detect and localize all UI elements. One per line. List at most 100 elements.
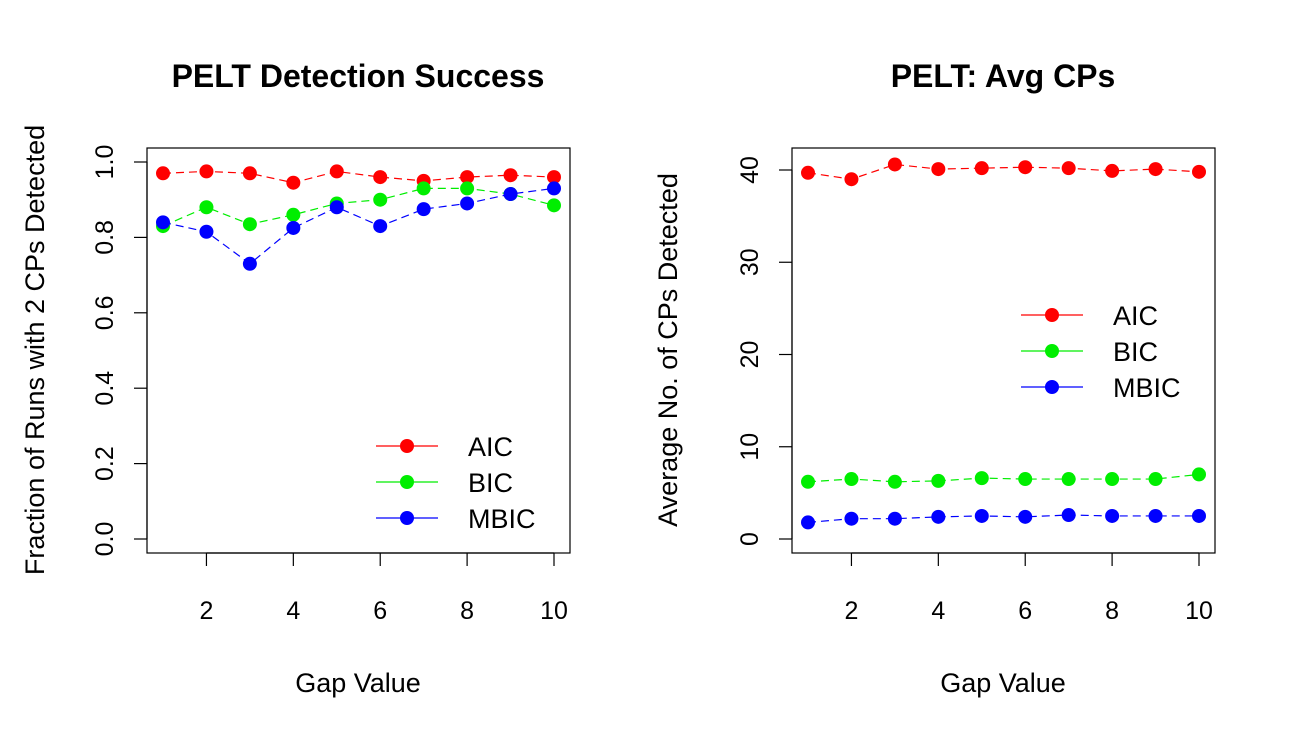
right-legend-aic-label: AIC xyxy=(1113,301,1158,331)
right-legend-aic-marker xyxy=(1045,308,1059,322)
left-bic-point xyxy=(373,192,388,207)
right-aic-point xyxy=(1018,160,1033,175)
left-aic-series-line xyxy=(162,170,555,184)
right-aic-point xyxy=(974,161,989,176)
right-x-tick-label: 2 xyxy=(844,597,858,625)
left-mbic-point xyxy=(242,256,257,271)
right-aic-point xyxy=(801,165,815,180)
right-mbic-point xyxy=(1192,508,1206,523)
right-aic-point xyxy=(887,157,902,172)
right-chart-legend: AIC BIC MBIC xyxy=(1021,301,1181,403)
left-aic-point xyxy=(199,164,214,179)
left-aic-point xyxy=(460,170,475,185)
right-chart-x-axis-label: Gap Value xyxy=(940,668,1066,698)
right-chart-y-axis: 0 10 20 30 40 xyxy=(736,156,793,546)
left-x-tick-label: 8 xyxy=(460,597,474,625)
left-legend-bic-label: BIC xyxy=(468,468,513,498)
right-y-tick-label: 20 xyxy=(736,341,764,369)
left-x-tick-label: 10 xyxy=(540,597,568,625)
right-mbic-point xyxy=(844,511,859,526)
left-mbic-point xyxy=(416,202,431,217)
left-mbic-point xyxy=(329,200,344,215)
right-bic-point xyxy=(974,471,989,486)
left-bic-point xyxy=(242,217,257,232)
left-bic-point xyxy=(199,200,214,215)
right-aic-point xyxy=(931,162,946,177)
left-chart-x-axis-label: Gap Value xyxy=(295,668,421,698)
left-chart-legend: AIC BIC MBIC xyxy=(376,432,536,534)
left-aic-point xyxy=(503,168,518,183)
right-chart-panel: PELT: Avg CPs Gap Value Average No. of C… xyxy=(653,58,1216,698)
left-y-tick-label: 0.6 xyxy=(91,295,119,330)
left-bic-point xyxy=(416,181,431,196)
left-bic-point xyxy=(547,198,561,213)
left-y-tick-label: 0.4 xyxy=(91,371,119,406)
right-bic-point xyxy=(1192,467,1206,482)
right-legend-mbic-marker xyxy=(1045,380,1059,394)
left-aic-point xyxy=(156,166,170,181)
right-mbic-point xyxy=(1018,509,1033,524)
right-bic-point xyxy=(931,473,946,488)
right-bic-point xyxy=(844,472,859,487)
left-mbic-series-line xyxy=(162,187,555,265)
left-legend-aic-marker xyxy=(400,439,414,453)
left-chart-title: PELT Detection Success xyxy=(172,58,545,94)
left-y-tick-label: 0.2 xyxy=(91,446,119,481)
left-bic-point xyxy=(460,181,475,196)
left-chart-y-axis-label: Fraction of Runs with 2 CPs Detected xyxy=(20,125,50,575)
right-legend-bic-marker xyxy=(1045,344,1059,358)
right-x-tick-label: 4 xyxy=(931,597,945,625)
right-chart-title: PELT: Avg CPs xyxy=(891,58,1116,94)
right-bic-point xyxy=(1148,472,1163,487)
right-legend-mbic-label: MBIC xyxy=(1113,373,1181,403)
left-aic-point xyxy=(242,166,257,181)
right-x-tick-label: 8 xyxy=(1105,597,1119,625)
right-legend-bic-label: BIC xyxy=(1113,337,1158,367)
right-y-tick-label: 30 xyxy=(736,248,764,276)
left-bic-series-line xyxy=(162,187,555,227)
right-bic-series-line xyxy=(807,473,1200,483)
right-chart-x-axis: 2 4 6 8 10 xyxy=(844,552,1213,625)
left-y-tick-label: 0.8 xyxy=(91,220,119,255)
left-bic-point xyxy=(286,207,301,222)
left-mbic-point xyxy=(156,215,170,230)
left-x-tick-label: 2 xyxy=(199,597,213,625)
left-y-tick-label: 0.0 xyxy=(91,522,119,557)
right-y-tick-label: 0 xyxy=(736,532,764,546)
left-x-tick-label: 6 xyxy=(373,597,387,625)
right-mbic-point xyxy=(801,515,815,530)
right-aic-point xyxy=(844,172,859,187)
left-chart-panel: PELT Detection Success Gap Value Fractio… xyxy=(20,58,571,698)
left-y-tick-label: 1.0 xyxy=(91,145,119,180)
left-aic-point xyxy=(286,175,301,190)
left-mbic-point xyxy=(460,196,475,211)
right-y-tick-label: 40 xyxy=(736,156,764,184)
right-bic-point xyxy=(887,474,902,489)
left-mbic-point xyxy=(503,187,518,202)
left-legend-bic-marker xyxy=(400,475,414,489)
right-x-tick-label: 6 xyxy=(1018,597,1032,625)
right-chart-y-axis-label: Average No. of CPs Detected xyxy=(653,173,683,527)
left-legend-aic-label: AIC xyxy=(468,432,513,462)
left-aic-point xyxy=(329,164,344,179)
right-mbic-series-line xyxy=(807,514,1199,523)
right-chart-series xyxy=(801,157,1206,530)
right-aic-series-line xyxy=(807,163,1200,180)
right-aic-point xyxy=(1148,162,1163,177)
left-aic-point xyxy=(547,170,561,185)
right-bic-point xyxy=(1105,472,1120,487)
left-x-tick-label: 4 xyxy=(286,597,300,625)
left-mbic-point xyxy=(199,224,214,239)
right-bic-point xyxy=(801,474,815,489)
right-bic-point xyxy=(1061,472,1076,487)
left-mbic-point xyxy=(547,181,561,196)
right-mbic-point xyxy=(1061,508,1076,523)
left-mbic-point xyxy=(373,219,388,234)
right-mbic-point xyxy=(1148,508,1163,523)
left-legend-mbic-label: MBIC xyxy=(468,504,536,534)
right-mbic-point xyxy=(887,511,902,526)
right-mbic-point xyxy=(1105,508,1120,523)
right-x-tick-label: 10 xyxy=(1185,597,1213,625)
right-aic-point xyxy=(1192,164,1206,179)
